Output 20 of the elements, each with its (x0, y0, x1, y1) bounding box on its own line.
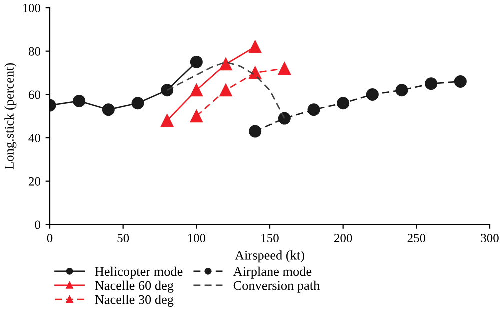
legend-label: Nacelle 30 deg (95, 294, 174, 307)
x-tick-label: 200 (334, 234, 352, 243)
y-tick-label: 60 (29, 90, 40, 100)
x-tick-label: 50 (118, 234, 130, 243)
x-tick-label: 0 (47, 234, 53, 243)
y-tick-label: 40 (28, 134, 40, 142)
x-tick-label: 250 (408, 234, 426, 243)
y-tick-label: 0 (35, 220, 40, 230)
x-tick-label: 100 (188, 234, 206, 243)
y-tick-label: 20 (29, 177, 40, 186)
y-tick-label: 80 (28, 47, 40, 56)
legend-label: Airplane mode (233, 266, 312, 279)
y-tick-label: 100 (23, 4, 40, 12)
x-tick-label: 300 (481, 234, 499, 243)
legend-label: Conversion path (234, 280, 320, 293)
x-axis-title: Airspeed (kt) (235, 250, 304, 263)
legend-label: Helicopter mode (95, 266, 183, 279)
x-tick-label: 150 (262, 234, 279, 243)
y-axis-title: Long.stick (percent) (4, 63, 17, 170)
legend-label: Nacelle 60 deg (95, 280, 174, 293)
